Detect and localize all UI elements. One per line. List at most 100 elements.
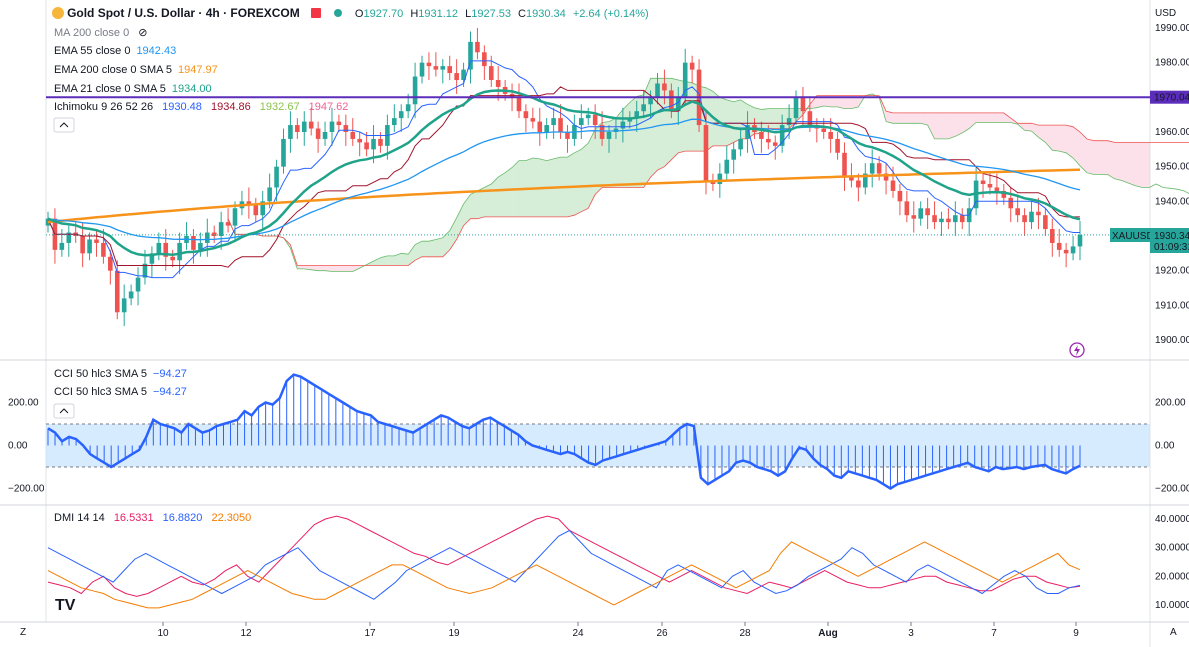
cloud-segment — [733, 99, 741, 143]
candle-body — [682, 62, 688, 98]
candle-body — [440, 66, 446, 70]
time-label: 9 — [1073, 628, 1079, 639]
cci-tick-left: 0.00 — [8, 441, 28, 452]
legend-ichimoku[interactable]: Ichimoku 9 26 52 26 1930.48 1934.86 1932… — [54, 101, 349, 113]
cloud-segment — [989, 112, 997, 123]
symbol-title[interactable]: Gold Spot / U.S. Dollar · 4h · FOREXCOM — [67, 6, 300, 20]
hidden-eye-icon[interactable]: ⊘ — [138, 27, 148, 39]
candle-body — [849, 177, 854, 181]
cloud-segment — [837, 95, 845, 109]
cloud-segment — [311, 265, 319, 271]
cci-tick-left: −200.00 — [8, 484, 45, 495]
current-price-value: 1930.34 — [1154, 231, 1189, 242]
cloud-segment — [1100, 140, 1108, 175]
candle-body — [45, 218, 51, 226]
candle-body — [883, 173, 889, 181]
candle-body — [516, 97, 522, 112]
candle-body — [177, 242, 182, 261]
legend-cci-1[interactable]: CCI 50 hlc3 SMA 5 −94.27 — [54, 368, 187, 380]
cloud-segment — [1149, 142, 1150, 188]
candle-body — [994, 187, 1000, 191]
cloud-segment — [1107, 140, 1115, 179]
cloud-segment — [823, 95, 831, 107]
candle-body — [433, 66, 439, 70]
candle-body — [842, 152, 847, 178]
candle-body — [246, 201, 252, 205]
cloud-segment — [338, 265, 346, 272]
legend-ma200[interactable]: MA 200 close 0 ⊘ — [54, 27, 148, 39]
candle-body — [530, 118, 536, 122]
legend-cci-2[interactable]: CCI 50 hlc3 SMA 5 −94.27 — [54, 386, 187, 398]
tv-logo: TV — [55, 597, 76, 614]
dmi-plot — [47, 515, 1081, 609]
candle-body — [1022, 215, 1027, 223]
cloud-segment — [1114, 142, 1122, 181]
candle-body — [322, 132, 328, 139]
cloud-segment — [525, 158, 533, 217]
cloud-segment — [581, 143, 589, 212]
legend-ema21[interactable]: EMA 21 close 0 SMA 5 1934.00 — [54, 83, 212, 95]
cloud-segment — [373, 257, 381, 266]
cloud-segment — [996, 112, 1004, 123]
ticker-label: XAUUSD — [1112, 231, 1154, 242]
cloud-segment — [1024, 123, 1032, 132]
header-legend: Gold Spot / U.S. Dollar · 4h · FOREXCOM … — [52, 6, 649, 20]
currency-label: USD — [1155, 8, 1176, 19]
candle-body — [232, 208, 238, 226]
countdown: 01:09:31 — [1154, 242, 1189, 253]
status-dot-icon — [333, 9, 342, 17]
candle-body — [225, 222, 231, 226]
candle-body — [482, 52, 487, 67]
candle-body — [585, 114, 591, 119]
dmi-tick-label: 20.0000 — [1155, 571, 1189, 582]
corner-left: Z — [20, 627, 26, 638]
candle-body — [897, 190, 903, 202]
candle-body — [260, 201, 266, 216]
cloud-segment — [685, 81, 693, 152]
candle-body — [939, 218, 944, 223]
candle-body — [953, 215, 958, 223]
cloud-segment — [498, 172, 506, 217]
candle-body — [66, 232, 72, 243]
candle-body — [779, 125, 785, 146]
legend-ema55[interactable]: EMA 55 close 0 1942.43 — [54, 45, 177, 57]
ohlc-open: O1927.70 — [354, 8, 404, 20]
cloud-segment — [435, 237, 443, 257]
legend-ema200[interactable]: EMA 200 close 0 SMA 5 1947.97 — [54, 64, 218, 76]
candle-body — [946, 218, 951, 223]
candle-body — [731, 149, 736, 160]
chevron-up-icon-2 — [59, 408, 69, 414]
candle-body — [918, 208, 923, 219]
candle-body — [461, 69, 466, 80]
time-label: 28 — [739, 628, 751, 639]
price-tick-label: 1940.00 — [1155, 196, 1189, 207]
candle-body — [655, 83, 660, 98]
candle-body — [350, 132, 356, 139]
price-tick-label: 1990.00 — [1155, 23, 1189, 34]
cloud-segment — [615, 109, 623, 188]
cloud-segment — [844, 95, 852, 109]
candle-body — [447, 66, 453, 74]
candle-body — [218, 222, 224, 236]
candle-body — [121, 298, 127, 313]
legend-dmi[interactable]: DMI 14 14 16.5331 16.8820 22.3050 — [54, 512, 252, 524]
cci-band — [46, 424, 1150, 467]
candle-body — [1077, 234, 1083, 247]
cloud-segment — [816, 95, 824, 108]
candle-body — [1001, 190, 1007, 198]
cloud-segment — [941, 112, 949, 139]
candle-body — [191, 236, 196, 250]
candle-body — [135, 277, 141, 292]
flag-icon[interactable] — [310, 8, 321, 18]
dmi-minus-line — [47, 529, 1081, 600]
horizontal-line-value: 1970.04 — [1154, 93, 1189, 104]
time-label: Aug — [818, 628, 837, 639]
price-tick-label: 1910.00 — [1155, 300, 1189, 311]
cloud-segment — [442, 230, 450, 257]
cloud-segment — [969, 112, 977, 129]
cloud-segment — [567, 152, 575, 217]
candle-body — [405, 104, 411, 112]
candle-body — [198, 242, 203, 250]
candle-body — [565, 132, 570, 139]
